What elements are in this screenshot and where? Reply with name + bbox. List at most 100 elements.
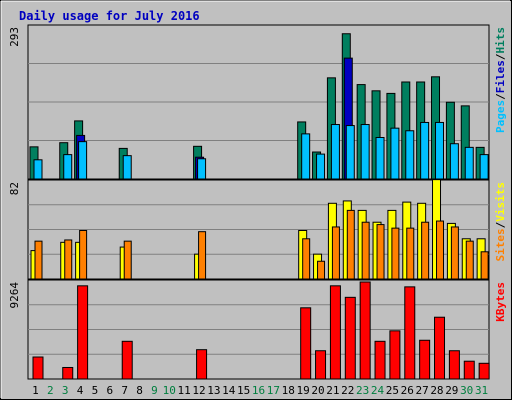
bar-pages-day-24 (375, 136, 385, 180)
visits-sites-legend-entry: / (494, 221, 507, 228)
bar-sites-day-31 (480, 251, 489, 280)
day-label-3: 3 (62, 384, 69, 397)
bar-kbytes-day-19 (300, 307, 312, 380)
bar-kbytes-day-3 (62, 366, 74, 380)
bar-pages-day-25 (390, 127, 400, 180)
day-label-1: 1 (32, 384, 39, 397)
bar-kbytes-day-21 (329, 285, 341, 380)
bar-sites-day-22 (346, 209, 355, 280)
day-label-22: 22 (341, 384, 354, 397)
day-label-14: 14 (222, 384, 236, 397)
bar-kbytes-day-20 (315, 350, 327, 380)
bar-sites-day-12 (198, 231, 207, 280)
day-label-10: 10 (163, 384, 176, 397)
day-label-23: 23 (356, 384, 369, 397)
bar-pages-day-3 (63, 154, 73, 180)
bar-sites-day-4 (79, 230, 88, 280)
bar-sites-day-23 (361, 221, 370, 280)
bar-kbytes-day-26 (404, 286, 416, 380)
bar-pages-day-29 (449, 143, 459, 180)
chart-title: Daily usage for July 2016 (19, 9, 200, 23)
bar-pages-day-27 (420, 121, 430, 180)
bar-pages-day-21 (330, 124, 340, 180)
hits-files-pages-legend-entry: / (494, 53, 507, 60)
hits-files-pages-legend-entry: / (494, 93, 507, 100)
day-label-17: 17 (267, 384, 280, 397)
bar-kbytes-day-4 (77, 285, 89, 380)
day-label-2: 2 (47, 384, 54, 397)
bar-kbytes-day-28 (434, 316, 446, 380)
day-label-26: 26 (401, 384, 414, 397)
bar-sites-day-21 (331, 226, 340, 280)
bar-pages-day-7 (122, 155, 132, 180)
day-tick-labels: 1 2 3 4 5 6 7 8 9 10 11 12 13 14 15 16 17 18 19 20 21 22 23 24 2… (32, 384, 488, 397)
bar-kbytes-day-31 (478, 362, 490, 380)
day-label-25: 25 (386, 384, 399, 397)
day-label-30: 30 (460, 384, 473, 397)
bar-sites-day-24 (376, 224, 385, 280)
day-label-6: 6 (106, 384, 113, 397)
day-label-12: 12 (192, 384, 205, 397)
bar-pages-day-23 (360, 124, 370, 180)
bar-sites-day-7 (123, 240, 132, 280)
day-label-31: 31 (475, 384, 488, 397)
bar-sites-day-26 (406, 227, 415, 280)
day-label-28: 28 (430, 384, 443, 397)
bar-kbytes-day-27 (419, 339, 431, 380)
bar-kbytes-day-23 (359, 281, 371, 380)
bar-sites-day-20 (317, 260, 326, 280)
bar-kbytes-day-1 (32, 356, 44, 380)
kbytes-panel: 9264 KBytes (8, 279, 507, 380)
day-label-27: 27 (415, 384, 428, 397)
day-label-29: 29 (445, 384, 458, 397)
kbytes-legend-entry: KBytes (494, 282, 507, 322)
bar-kbytes-day-12 (196, 349, 208, 380)
visits-sites-panel: 82 Sites/Visits (8, 179, 507, 280)
hits-files-pages-legend: Pages/Files/Hits (494, 27, 507, 133)
hits-files-pages-ymax-label: 293 (8, 27, 21, 47)
day-label-11: 11 (178, 384, 191, 397)
bar-pages-day-20 (316, 153, 326, 180)
bar-pages-day-19 (301, 133, 311, 180)
hits-files-pages-legend-entry: Pages (494, 100, 507, 133)
bar-pages-day-12 (197, 158, 207, 180)
day-label-7: 7 (121, 384, 128, 397)
bar-kbytes-day-24 (374, 340, 386, 380)
bar-sites-day-29 (450, 226, 459, 280)
hits-files-pages-legend-entry: Hits (494, 27, 507, 54)
bar-kbytes-day-25 (389, 330, 401, 380)
bar-pages-day-30 (464, 146, 474, 180)
bar-kbytes-day-30 (463, 360, 475, 380)
bar-sites-day-25 (391, 227, 400, 280)
bar-sites-day-27 (421, 221, 430, 280)
bar-pages-day-26 (405, 130, 415, 180)
day-label-16: 16 (252, 384, 265, 397)
day-label-13: 13 (207, 384, 220, 397)
bar-kbytes-day-22 (344, 296, 356, 380)
day-label-5: 5 (92, 384, 99, 397)
day-label-9: 9 (151, 384, 158, 397)
bar-pages-day-28 (435, 121, 445, 180)
bar-pages-day-4 (78, 141, 88, 180)
bar-sites-day-28 (436, 220, 445, 280)
day-label-20: 20 (311, 384, 324, 397)
day-label-19: 19 (296, 384, 309, 397)
kbytes-legend: KBytes (494, 282, 507, 322)
bar-sites-day-1 (34, 240, 43, 280)
bar-pages-day-22 (345, 125, 355, 180)
visits-sites-legend-entry: Visits (494, 182, 507, 222)
bar-pages-day-31 (479, 154, 489, 180)
day-label-8: 8 (136, 384, 143, 397)
hits-files-pages-legend-entry: Files (494, 60, 507, 93)
visits-sites-legend: Sites/Visits (494, 182, 507, 262)
kbytes-ymax-label: 9264 (8, 282, 21, 309)
bar-sites-day-3 (64, 239, 73, 280)
day-label-15: 15 (237, 384, 250, 397)
day-label-24: 24 (371, 384, 385, 397)
bar-kbytes-day-7 (121, 340, 133, 380)
visits-sites-legend-entry: Sites (494, 228, 507, 261)
bar-sites-day-30 (465, 240, 474, 280)
